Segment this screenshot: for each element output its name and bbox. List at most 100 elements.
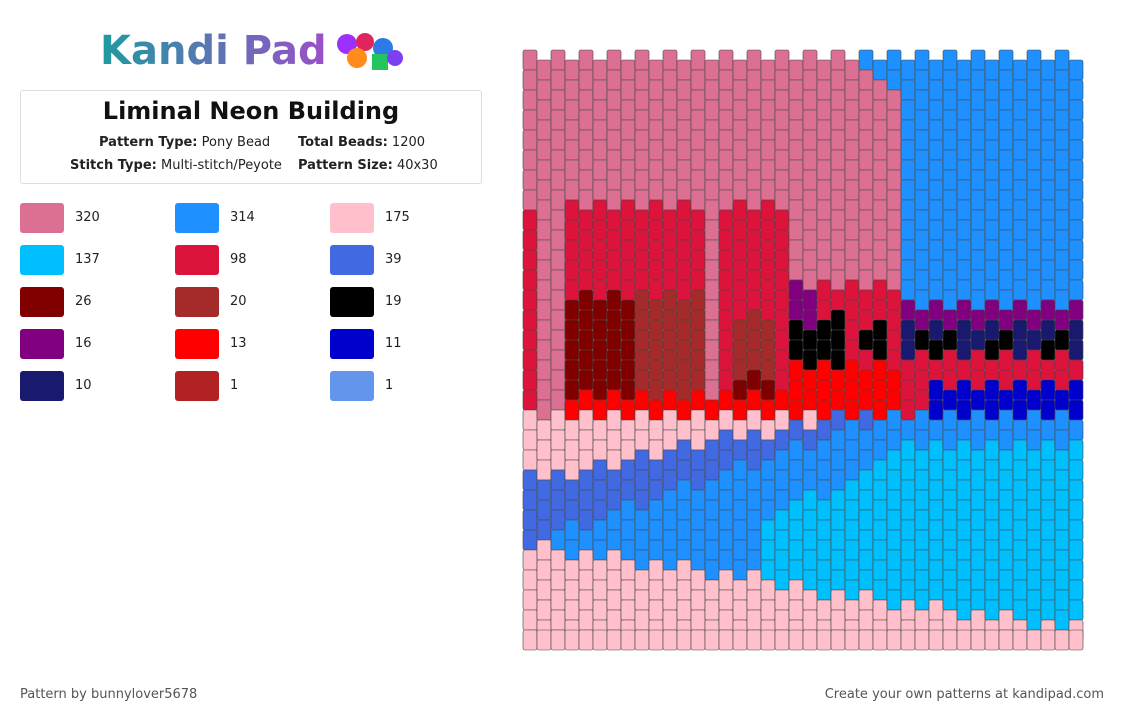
bead bbox=[550, 609, 566, 631]
bead bbox=[760, 579, 776, 601]
bead bbox=[732, 59, 748, 81]
bead bbox=[760, 439, 776, 461]
bead bbox=[704, 99, 720, 121]
bead bbox=[984, 539, 1000, 561]
bead bbox=[774, 109, 790, 131]
bead bbox=[788, 439, 804, 461]
bead bbox=[620, 179, 636, 201]
bead bbox=[620, 379, 636, 401]
bead bbox=[1040, 99, 1056, 121]
bead bbox=[816, 629, 832, 651]
bead bbox=[704, 239, 720, 261]
bead bbox=[830, 369, 846, 391]
bead bbox=[676, 519, 692, 541]
bead bbox=[858, 349, 874, 371]
bead bbox=[858, 609, 874, 631]
bead bbox=[928, 259, 944, 281]
bead bbox=[914, 369, 930, 391]
bead bbox=[536, 539, 552, 561]
bead bbox=[830, 389, 846, 411]
bead bbox=[620, 619, 636, 641]
bead bbox=[536, 119, 552, 141]
bead bbox=[802, 389, 818, 411]
bead bbox=[606, 229, 622, 251]
bead bbox=[718, 149, 734, 171]
bead bbox=[578, 109, 594, 131]
bead bbox=[984, 159, 1000, 181]
bead bbox=[970, 89, 986, 111]
bead bbox=[732, 119, 748, 141]
bead bbox=[830, 569, 846, 591]
bead bbox=[816, 279, 832, 301]
bead bbox=[746, 49, 762, 71]
bead bbox=[830, 489, 846, 511]
bead bbox=[858, 389, 874, 411]
bead bbox=[1012, 379, 1028, 401]
bead bbox=[648, 459, 664, 481]
bead bbox=[830, 89, 846, 111]
bead bbox=[956, 539, 972, 561]
bead bbox=[760, 219, 776, 241]
bead bbox=[564, 59, 580, 81]
bead bbox=[1054, 129, 1070, 151]
bead bbox=[942, 69, 958, 91]
bead bbox=[816, 119, 832, 141]
bead bbox=[718, 589, 734, 611]
bead bbox=[1054, 269, 1070, 291]
bead bbox=[732, 599, 748, 621]
bead bbox=[984, 219, 1000, 241]
bead bbox=[634, 209, 650, 231]
bead bbox=[1012, 359, 1028, 381]
bead bbox=[718, 229, 734, 251]
bead bbox=[578, 369, 594, 391]
bead bbox=[956, 239, 972, 261]
bead bbox=[1026, 449, 1042, 471]
bead bbox=[886, 529, 902, 551]
bead bbox=[788, 119, 804, 141]
bead bbox=[942, 589, 958, 611]
bead bbox=[732, 159, 748, 181]
bead bbox=[536, 379, 552, 401]
bead bbox=[578, 169, 594, 191]
bead bbox=[942, 169, 958, 191]
bead bbox=[886, 509, 902, 531]
bead bbox=[774, 389, 790, 411]
bead bbox=[914, 169, 930, 191]
bead bbox=[760, 159, 776, 181]
bead bbox=[928, 99, 944, 121]
bead bbox=[928, 359, 944, 381]
bead bbox=[1040, 399, 1056, 421]
bead bbox=[620, 159, 636, 181]
bead bbox=[578, 249, 594, 271]
bead bbox=[648, 579, 664, 601]
bead bbox=[872, 579, 888, 601]
bead bbox=[844, 629, 860, 651]
bead bbox=[830, 249, 846, 271]
bead bbox=[732, 139, 748, 161]
bead bbox=[1026, 249, 1042, 271]
bead bbox=[914, 249, 930, 271]
bead bbox=[886, 469, 902, 491]
bead-count: 39 bbox=[385, 252, 402, 267]
site-link[interactable]: Create your own patterns at kandipad.com bbox=[824, 687, 1104, 702]
bead bbox=[1012, 319, 1028, 341]
bead bbox=[704, 359, 720, 381]
bead bbox=[998, 469, 1014, 491]
bead bbox=[858, 149, 874, 171]
bead bbox=[550, 149, 566, 171]
bead bbox=[858, 229, 874, 251]
bead bbox=[648, 219, 664, 241]
bead bbox=[844, 319, 860, 341]
bead bbox=[928, 79, 944, 101]
bead bbox=[872, 279, 888, 301]
bead bbox=[690, 69, 706, 91]
bead bbox=[886, 229, 902, 251]
bead bbox=[1026, 169, 1042, 191]
bead bbox=[634, 489, 650, 511]
bead bbox=[676, 619, 692, 641]
bead bbox=[634, 289, 650, 311]
logo: Kandi Pad bbox=[100, 28, 403, 74]
bead bbox=[774, 249, 790, 271]
bead bbox=[564, 439, 580, 461]
bead bbox=[928, 319, 944, 341]
